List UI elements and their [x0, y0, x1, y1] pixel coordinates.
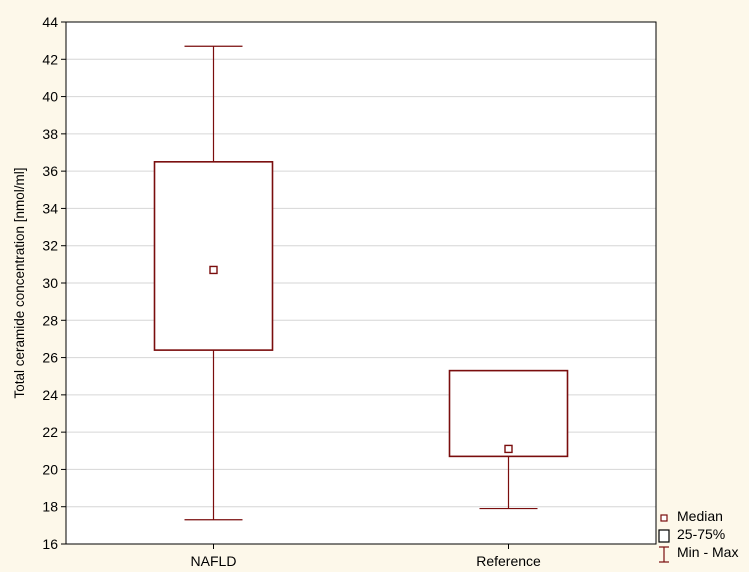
median-marker — [504, 444, 513, 454]
boxes-layer — [153, 45, 569, 521]
legend: Median 25-75% Min - Max — [658, 508, 738, 563]
y-tick-label: 22 — [42, 424, 58, 440]
legend-item-whisker: Min - Max — [659, 544, 738, 563]
legend-item-box: 25-75% — [658, 526, 725, 543]
y-tick-label: 18 — [42, 499, 58, 515]
legend-label: 25-75% — [677, 526, 725, 542]
iqr-box — [448, 369, 569, 458]
y-tick-label: 28 — [42, 312, 58, 328]
y-axis-label: Total ceramide concentration [nmol/ml] — [12, 167, 27, 398]
y-tick-label: 26 — [42, 350, 58, 366]
legend-median-icon — [660, 514, 668, 522]
y-tick-label: 16 — [42, 536, 58, 552]
y-tick-label: 44 — [42, 14, 58, 30]
x-axis: NAFLD Reference — [191, 544, 541, 569]
y-tick-label: 42 — [42, 51, 58, 67]
y-tick-label: 34 — [42, 200, 58, 216]
median-marker — [209, 265, 218, 275]
x-tick-label: NAFLD — [191, 553, 237, 567]
y-tick-label: 36 — [42, 163, 58, 179]
legend-label: Min - Max — [677, 544, 738, 560]
x-tick-label: Reference — [476, 553, 541, 567]
y-tick-label: 40 — [42, 89, 58, 105]
y-tick-label: 32 — [42, 238, 58, 254]
legend-box-icon — [658, 529, 670, 543]
y-tick-label: 24 — [42, 387, 58, 403]
iqr-box — [153, 161, 274, 351]
legend-item-median-marker: Median — [660, 508, 723, 524]
box-group-reference — [448, 369, 569, 510]
y-tick-label: 38 — [42, 126, 58, 142]
y-tick-label: 30 — [42, 275, 58, 291]
legend-label: Median — [677, 508, 723, 524]
box-group-nafld — [153, 45, 274, 521]
y-tick-label: 20 — [42, 461, 58, 477]
y-axis: 16 18 20 22 24 26 28 30 32 34 36 38 40 42 44 — [42, 14, 66, 552]
